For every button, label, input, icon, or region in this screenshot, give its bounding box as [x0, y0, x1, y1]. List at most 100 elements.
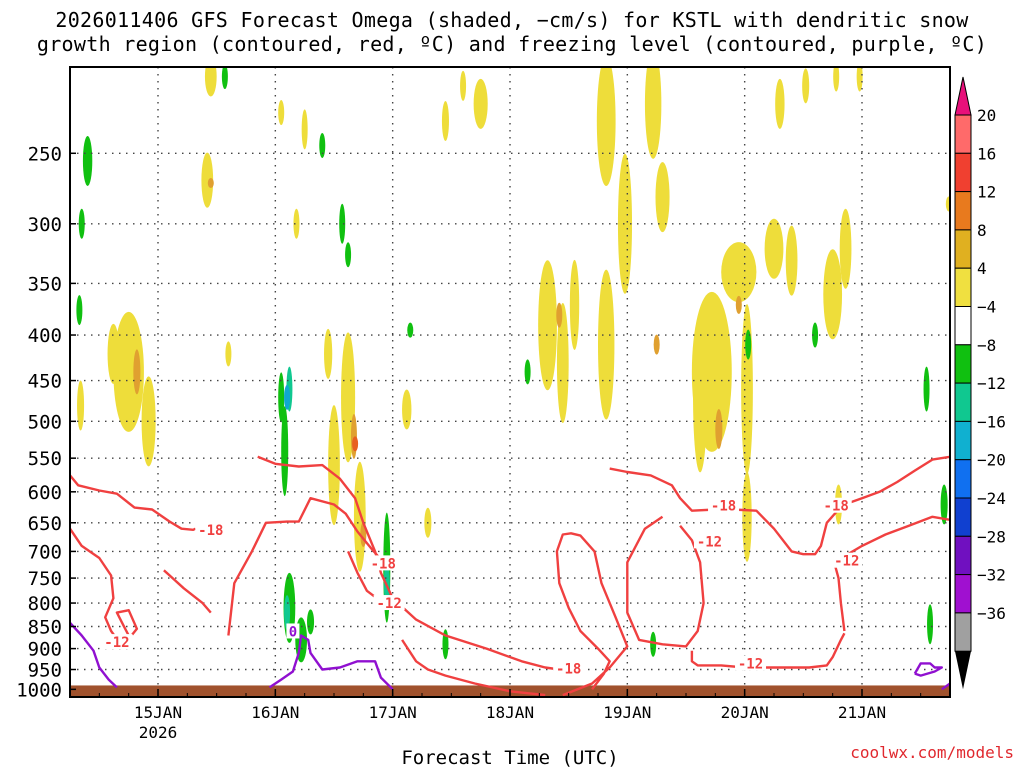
- colorbar-label: 20: [977, 106, 996, 125]
- omega-cell: [207, 178, 214, 189]
- colorbar-swatch: [954, 344, 972, 384]
- y-tick-label: 500: [28, 411, 62, 433]
- contour-label: -18: [711, 499, 736, 515]
- omega-cell: [655, 162, 670, 233]
- colorbar-label: 12: [977, 183, 996, 202]
- omega-cell: [407, 322, 414, 338]
- omega-cell: [742, 471, 752, 562]
- x-tick-label: 16JAN: [251, 703, 299, 722]
- contour-label: -12: [697, 534, 722, 550]
- y-tick-label: 700: [28, 541, 62, 563]
- contour-minus18-b: [227, 497, 382, 636]
- contour-label: -12: [834, 554, 859, 570]
- omega-cell: [460, 70, 467, 101]
- x-axis-label: Forecast Time (UTC): [401, 747, 618, 768]
- contour-minus18-a: [70, 474, 197, 531]
- omega-cell: [569, 259, 580, 350]
- y-tick-label: 300: [28, 214, 62, 236]
- omega-cell: [715, 408, 723, 449]
- omega-cell: [556, 302, 563, 328]
- omega-cell: [927, 604, 934, 645]
- omega-cell: [278, 100, 285, 126]
- omega-cell: [940, 484, 948, 525]
- omega-cell: [345, 242, 352, 268]
- colorbar-label: −8: [977, 336, 996, 355]
- omega-cell: [107, 323, 120, 384]
- colorbar-label: 16: [977, 144, 996, 163]
- omega-cell: [141, 376, 156, 467]
- colorbar-swatch: [954, 267, 972, 308]
- contour-label: 0: [289, 624, 297, 640]
- contour-label-bg: [373, 595, 405, 611]
- y-tick-label: 650: [28, 513, 62, 535]
- contour-minus12-e: [555, 532, 629, 697]
- omega-cell: [764, 218, 784, 279]
- omega-cell: [278, 372, 285, 423]
- omega-cell: [538, 260, 557, 391]
- grid: [70, 67, 950, 697]
- colorbar-label: −24: [977, 489, 1006, 508]
- contour-label: -12: [738, 656, 763, 672]
- omega-cell: [823, 249, 843, 340]
- contour-label: -18: [371, 556, 396, 572]
- colorbar-label: −4: [977, 298, 996, 317]
- colorbar-bottom-arrow: [955, 651, 971, 690]
- omega-cell: [721, 242, 757, 303]
- credit-text: coolwx.com/models: [850, 743, 1014, 762]
- y-tick-label: 350: [28, 273, 62, 295]
- omega-cell: [82, 135, 93, 186]
- omega-shading: [76, 67, 950, 663]
- omega-cell: [598, 269, 615, 420]
- colorbar-swatch: [954, 191, 972, 231]
- colorbar-swatch: [954, 114, 972, 154]
- omega-cell: [693, 322, 708, 473]
- omega-cell: [113, 311, 144, 432]
- colorbar-swatch: [954, 535, 972, 576]
- y-tick-label: 550: [28, 448, 62, 470]
- omega-cell: [945, 196, 950, 212]
- colorbar-swatch: [954, 497, 972, 537]
- colorbar-swatch: [954, 459, 972, 499]
- omega-cell: [745, 329, 752, 360]
- omega-cell: [802, 68, 810, 104]
- contour-label-bg: [693, 533, 725, 549]
- omega-cell: [225, 341, 232, 367]
- y-axis: 2503003504004505005506006507007508008509…: [16, 143, 76, 701]
- colorbar-label: −36: [977, 604, 1006, 623]
- omega-cell: [741, 304, 753, 475]
- colorbar-label: 4: [977, 259, 987, 278]
- x-tick-label: 20JAN: [721, 703, 769, 722]
- omega-cell: [339, 203, 346, 244]
- omega-cell: [350, 413, 357, 459]
- omega-cell: [441, 101, 449, 142]
- contour-label: -18: [556, 662, 581, 678]
- omega-cell: [775, 78, 785, 129]
- colorbar-swatch: [954, 382, 972, 422]
- contour-minus12-b: [163, 569, 212, 614]
- omega-cell: [301, 109, 308, 150]
- colorbar-label: −28: [977, 527, 1006, 546]
- omega-cell: [653, 334, 660, 355]
- colorbar-label: −12: [977, 374, 1006, 393]
- chart-title-line1: 2026011406 GFS Forecast Omega (shaded, −…: [55, 8, 969, 32]
- colorbar-top-arrow: [954, 76, 972, 116]
- contour-freezing-a: [70, 621, 118, 689]
- chart-title-line2: growth region (contoured, red, ºC) and f…: [36, 32, 988, 56]
- omega-cell: [473, 78, 488, 129]
- contour-label-bg: [553, 660, 585, 676]
- omega-cell: [923, 366, 930, 412]
- y-tick-label: 900: [28, 639, 62, 661]
- colorbar-label: −20: [977, 451, 1006, 470]
- contour-label: -18: [824, 499, 849, 515]
- colorbar-swatch: [954, 229, 972, 269]
- contour-freezing-b: [268, 634, 394, 691]
- omega-cell: [650, 631, 657, 657]
- x-tick-label: 21JAN: [838, 703, 886, 722]
- contour-label-bg: [101, 634, 133, 650]
- contour-minus12-f: [626, 515, 705, 648]
- y-tick-label: 250: [28, 143, 62, 165]
- contour-minus12-a: [70, 528, 118, 640]
- contour-label-bg: [286, 623, 300, 639]
- omega-cell: [556, 302, 569, 423]
